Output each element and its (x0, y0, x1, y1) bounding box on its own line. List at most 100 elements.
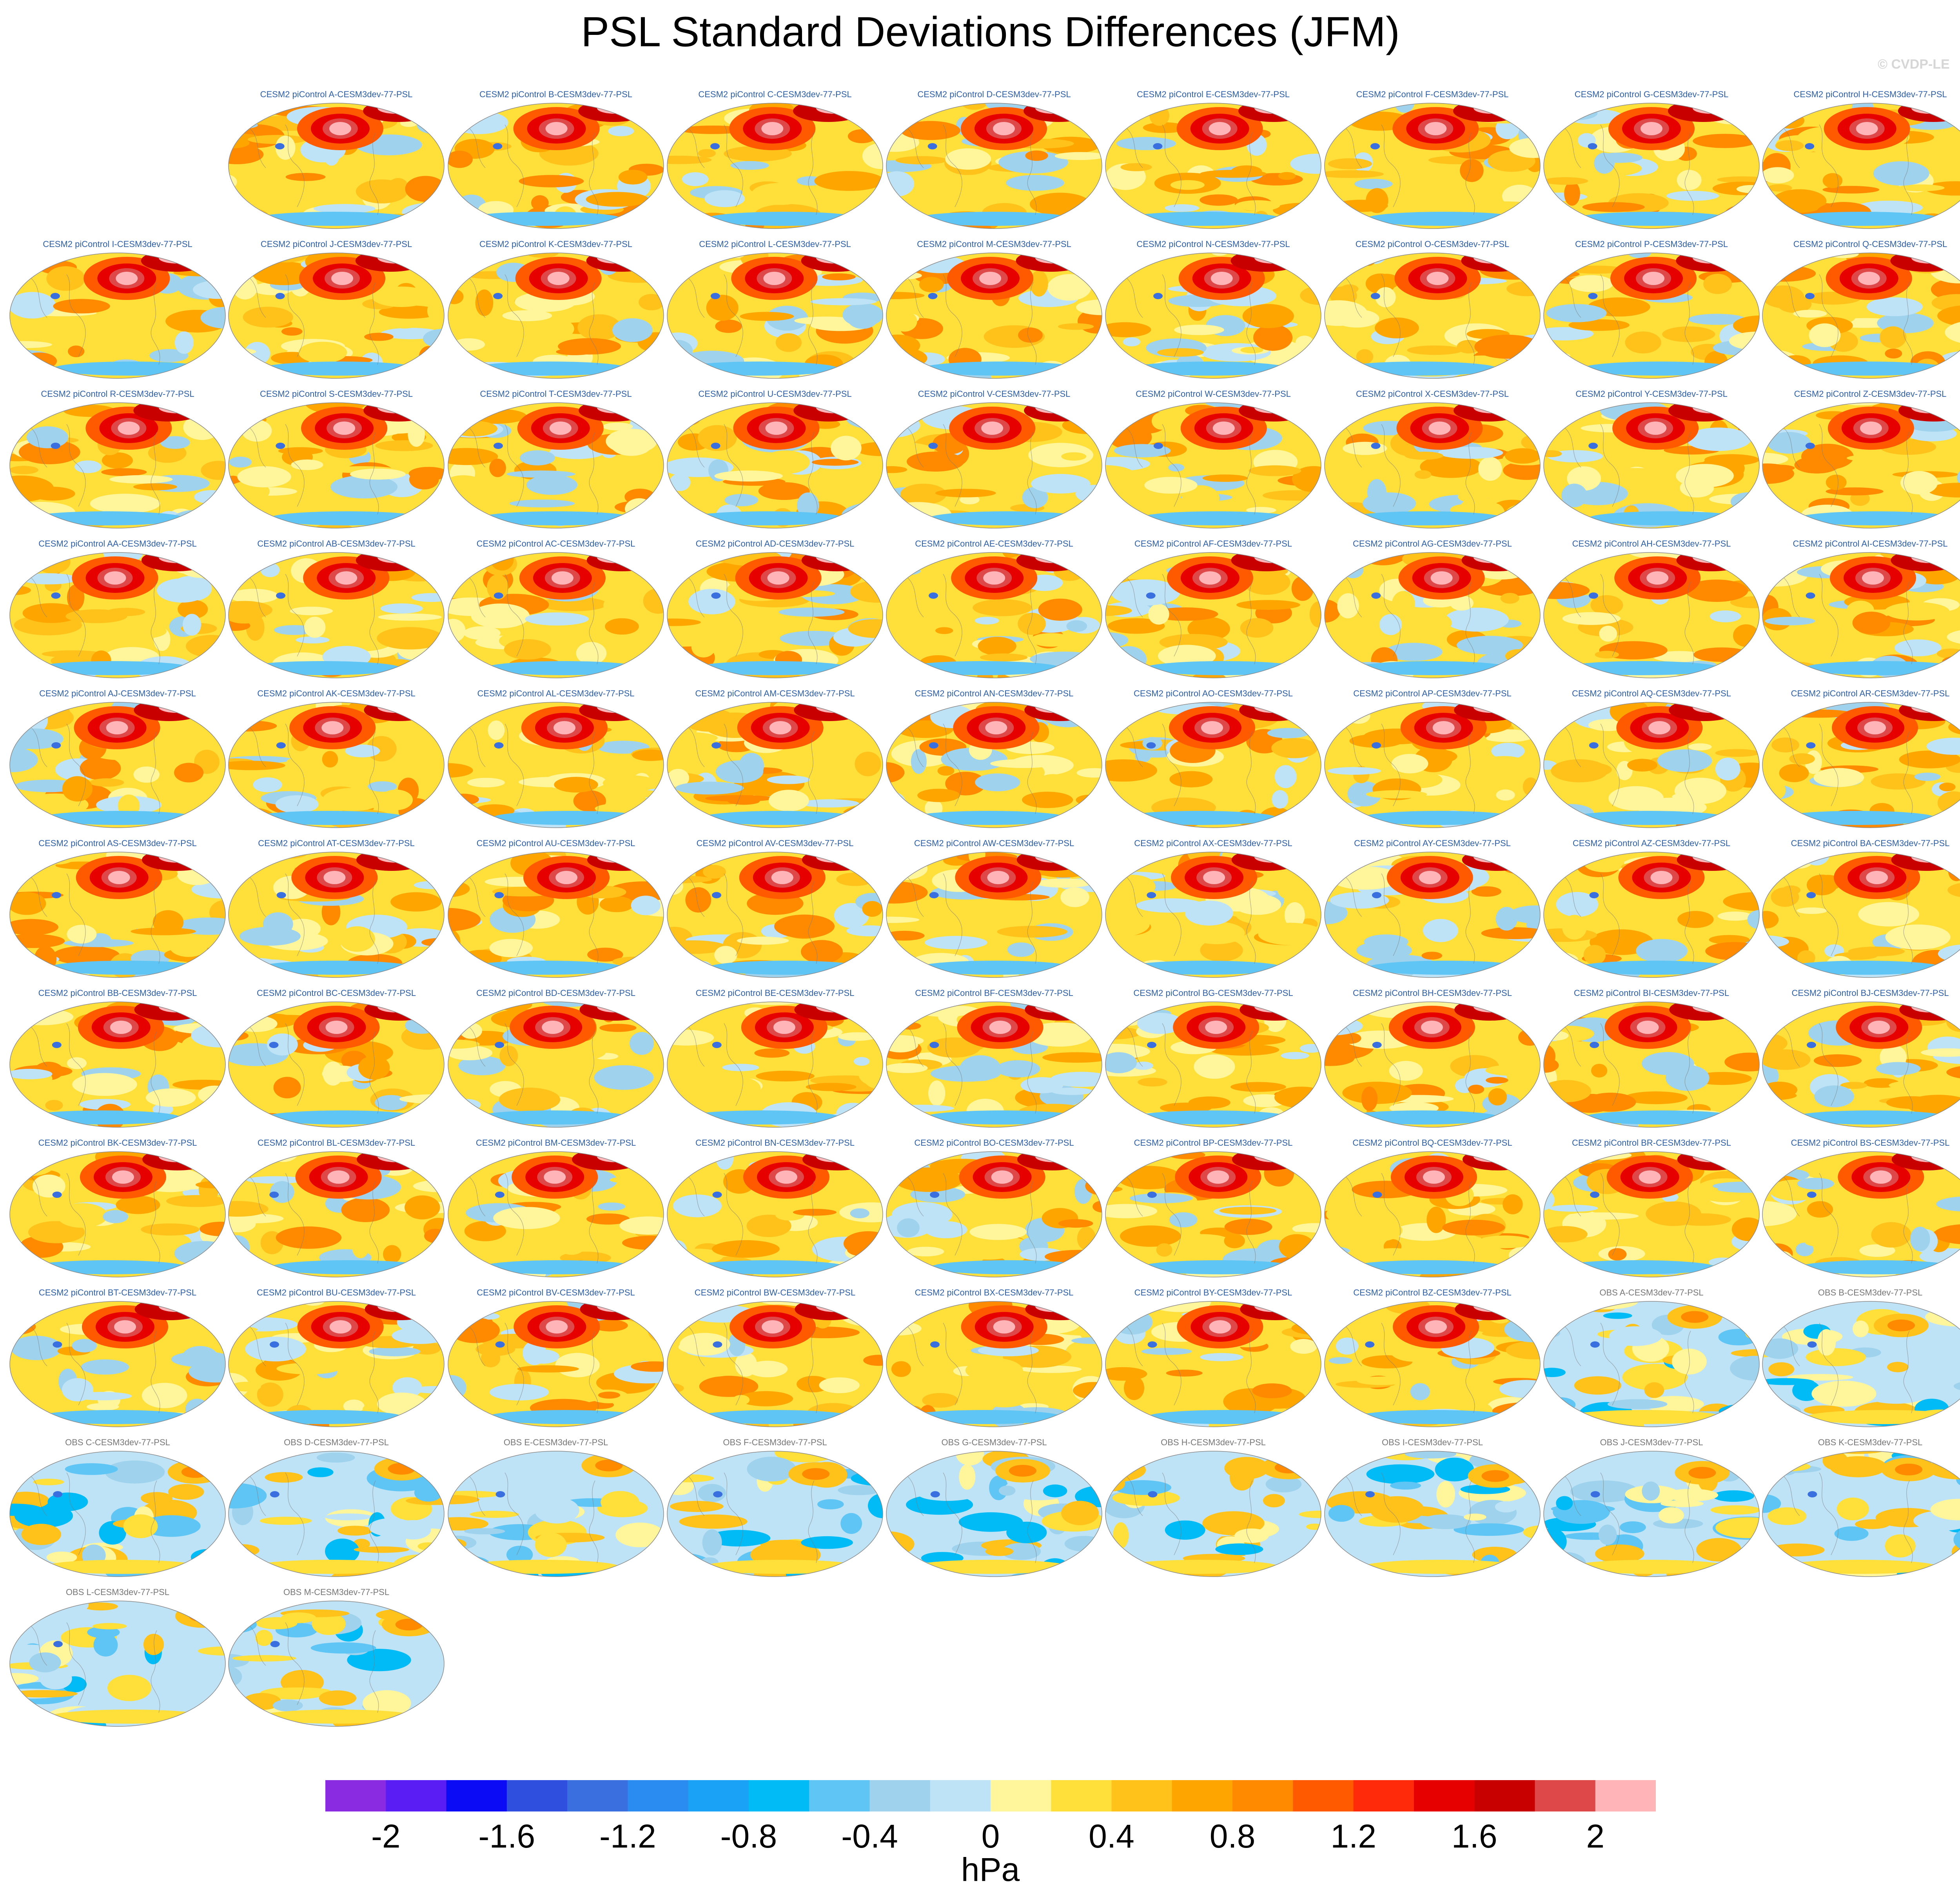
colorbar-tick-label: -1.6 (478, 1818, 535, 1855)
field-blob (1704, 351, 1728, 374)
variability-maximum (1870, 1170, 1892, 1184)
field-blob (1279, 1234, 1315, 1259)
field-blob (667, 205, 697, 219)
map-projection (9, 852, 226, 978)
coastline (688, 578, 705, 618)
field-blob (123, 1514, 158, 1538)
map-panel: CESM2 piControl AK-CESM3dev-77-PSL (227, 689, 446, 834)
colorbar-swatch (930, 1780, 991, 1811)
field-blob (174, 763, 204, 783)
field-blob (1795, 1243, 1814, 1256)
globe-outline (228, 552, 445, 678)
field-blob (1762, 403, 1818, 414)
globe-outline (228, 702, 445, 828)
coastline (250, 877, 266, 917)
coastline (469, 1476, 486, 1516)
coastline (469, 578, 486, 618)
globe-outline (1324, 1151, 1541, 1277)
field-blob (1006, 175, 1064, 191)
colorbar-swatch (1353, 1780, 1414, 1811)
field-blob (384, 852, 428, 860)
coastline (1684, 1181, 1694, 1264)
field-blob (698, 149, 716, 158)
map-projection (1762, 552, 1960, 678)
variability-minimum (1372, 1192, 1382, 1198)
field-blob (459, 1161, 524, 1168)
field-blob (408, 467, 444, 481)
variability-maximum (108, 871, 130, 884)
globe-outline (1105, 702, 1321, 828)
field-blob (1774, 113, 1804, 129)
field-blob (715, 760, 764, 783)
map-projection (1324, 253, 1541, 379)
field-blob (1061, 1501, 1099, 1525)
field-blob (67, 925, 97, 944)
arctic-maximum (1693, 852, 1728, 863)
map-panel: CESM2 piControl AL-CESM3dev-77-PSL (446, 689, 666, 834)
field-blob (34, 946, 57, 972)
map-panel: CESM2 piControl Q-CESM3dev-77-PSL (1760, 239, 1960, 384)
map-projection (1543, 852, 1760, 978)
field-blob (667, 362, 693, 369)
field-blob (608, 126, 634, 136)
coastline (1162, 1023, 1181, 1106)
field-blob (1253, 324, 1293, 351)
coastline (369, 1630, 379, 1713)
field-blob (275, 795, 319, 814)
southern-band (708, 961, 865, 975)
field-blob (1202, 1497, 1256, 1512)
panel-title: CESM2 piControl AH-CESM3dev-77-PSL (1572, 539, 1731, 549)
field-blob (325, 1513, 372, 1521)
globe-outline (667, 1151, 883, 1277)
variability-maximum (767, 571, 789, 585)
variability-minimum (1372, 742, 1381, 749)
globe-outline (1105, 852, 1321, 978)
variability-maximum (116, 272, 138, 285)
variability-minimum (1590, 1341, 1600, 1348)
field-blob (1071, 1337, 1102, 1344)
coastline (1565, 428, 1581, 468)
field-blob (10, 1301, 35, 1326)
field-blob (837, 1350, 862, 1375)
coastline (151, 1480, 160, 1563)
field-blob (10, 1068, 53, 1079)
colorbar-swatch (1474, 1780, 1535, 1811)
field-blob (1627, 759, 1657, 772)
variability-minimum (494, 592, 503, 599)
coastline (250, 428, 266, 468)
field-blob (1486, 1077, 1508, 1084)
field-blob (886, 292, 925, 299)
field-blob (1048, 366, 1098, 378)
map-panel: CESM2 piControl AO-CESM3dev-77-PSL (1103, 689, 1323, 834)
field-blob (257, 1382, 283, 1407)
coastline (1381, 574, 1401, 657)
map-projection (1324, 103, 1541, 229)
field-blob (673, 1194, 722, 1217)
field-blob (856, 1254, 883, 1261)
field-blob (1826, 474, 1847, 490)
arctic-maximum (1474, 103, 1509, 114)
panel-title: CESM2 piControl AS-CESM3dev-77-PSL (38, 838, 197, 848)
arctic-maximum (816, 253, 851, 263)
field-blob (10, 747, 38, 772)
globe-outline (1762, 1151, 1960, 1277)
field-blob (1871, 773, 1926, 790)
field-blob (937, 766, 955, 776)
field-blob (1781, 1152, 1810, 1161)
globe-outline (9, 1151, 226, 1277)
field-blob (815, 1152, 857, 1157)
coastline (1565, 1027, 1581, 1067)
globe-outline (1105, 402, 1321, 529)
coastline (1381, 1472, 1401, 1555)
field-blob (1224, 1219, 1272, 1235)
field-blob (1674, 778, 1726, 804)
globe-outline (9, 702, 226, 828)
field-blob (1001, 1543, 1041, 1560)
arctic-maximum (1474, 702, 1509, 713)
field-blob (1271, 738, 1318, 758)
southern-band (1797, 511, 1954, 525)
field-blob (1619, 1521, 1646, 1533)
field-blob (1544, 1109, 1579, 1127)
coastline (1565, 128, 1581, 168)
field-blob (667, 1121, 713, 1127)
